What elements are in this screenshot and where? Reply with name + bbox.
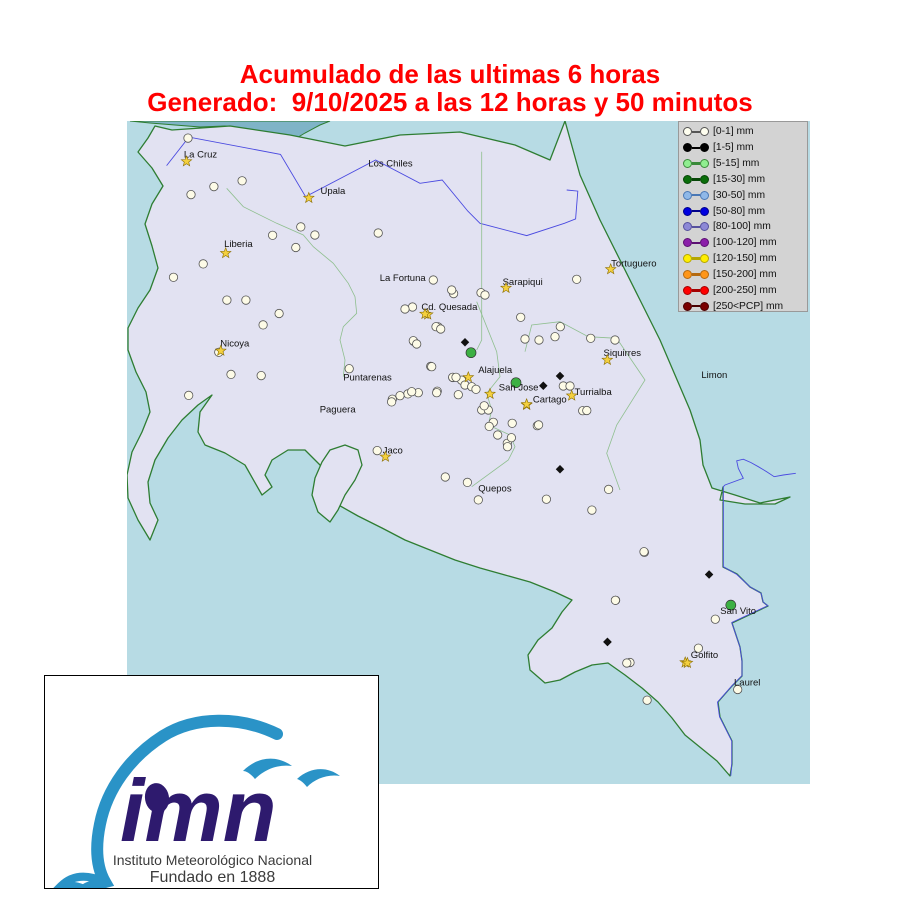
svg-text:Quepos: Quepos	[478, 483, 512, 494]
svg-text:La Cruz: La Cruz	[184, 149, 218, 160]
svg-text:Los Chiles: Los Chiles	[368, 159, 413, 170]
svg-text:Alajuela: Alajuela	[478, 365, 513, 376]
svg-text:Tortuguero: Tortuguero	[611, 259, 656, 270]
svg-text:Cartago: Cartago	[533, 395, 567, 406]
svg-text:Nicoya: Nicoya	[220, 338, 250, 349]
svg-text:San Vito: San Vito	[720, 606, 756, 617]
svg-text:Golfito: Golfito	[691, 650, 718, 661]
svg-text:Paguera: Paguera	[320, 404, 357, 415]
svg-text:Turrialba: Turrialba	[575, 387, 613, 398]
svg-text:Siquirres: Siquirres	[604, 348, 642, 359]
svg-text:La Fortuna: La Fortuna	[380, 273, 427, 284]
svg-text:Upala: Upala	[321, 186, 347, 197]
svg-text:Limon: Limon	[701, 370, 727, 381]
svg-text:Puntarenas: Puntarenas	[343, 373, 392, 384]
svg-text:Liberia: Liberia	[224, 239, 253, 250]
svg-text:San Jose: San Jose	[499, 382, 539, 393]
svg-text:imn: imn	[120, 761, 276, 860]
svg-text:Cd. Quesada: Cd. Quesada	[421, 302, 478, 313]
svg-text:Laurel: Laurel	[734, 678, 760, 689]
